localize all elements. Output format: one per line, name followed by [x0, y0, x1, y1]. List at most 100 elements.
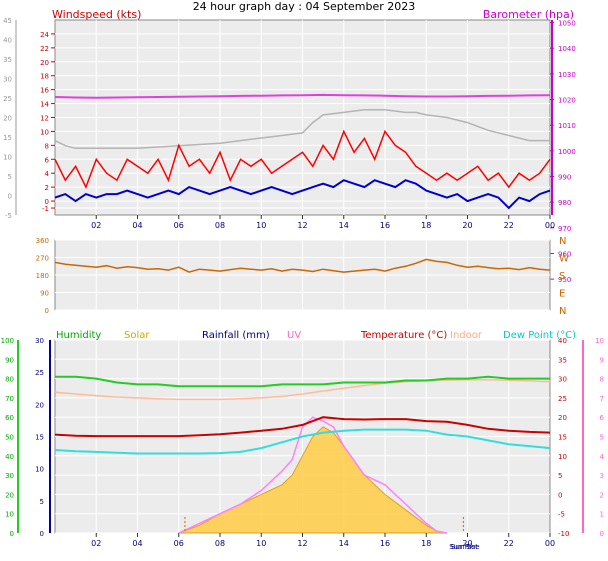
uv-tick-label: 1: [600, 511, 604, 519]
panel3-x-tick-label: 08: [215, 539, 225, 548]
wind-outer-tick-label: 10: [3, 154, 12, 162]
panel3-legend-label: Temperature (°C): [360, 330, 447, 341]
wind-x-tick-label: 14: [339, 221, 349, 230]
humidity-tick-label: 70: [5, 395, 14, 403]
wind-axis-tick-label: 12: [40, 115, 49, 123]
wind-axis-tick-label: 8: [45, 142, 49, 150]
compass-label: N: [559, 236, 566, 247]
baro-axis-tick-label: 970: [558, 225, 571, 233]
wind-axis-tick-label: 22: [40, 45, 49, 53]
baro-axis-tick-label: 960: [558, 250, 571, 258]
sunset-label: Sun Set: [451, 543, 478, 551]
panel3-x-tick-label: 02: [91, 539, 101, 548]
temperature-tick-label: 0: [558, 491, 562, 499]
compass-label: W: [559, 254, 569, 265]
panel3-x-tick-label: 00: [545, 539, 555, 548]
wind-axis-tick-label: 4: [45, 170, 50, 178]
baro-axis-tick-label: 990: [558, 174, 571, 182]
rain-tick-label: 15: [35, 434, 44, 442]
baro-axis-tick-label: 950: [558, 276, 571, 284]
compass-label: E: [559, 289, 565, 300]
uv-tick-label: 8: [600, 376, 604, 384]
wind-x-tick-label: 12: [297, 221, 307, 230]
rain-tick-label: 30: [35, 337, 44, 345]
wind-outer-tick-label: 20: [3, 115, 12, 123]
wind-axis-tick-label: 18: [40, 73, 49, 81]
humidity-tick-label: 40: [5, 453, 14, 461]
humidity-tick-label: 60: [5, 414, 14, 422]
humidity-tick-label: 100: [1, 337, 14, 345]
temperature-tick-label: -10: [558, 530, 569, 538]
panel3-x-tick-label: 14: [339, 539, 349, 548]
baro-axis-tick-label: 1010: [558, 122, 576, 130]
wind-gust-series: [54, 129, 551, 189]
temperature-tick-label: 25: [558, 395, 567, 403]
panel3-legend-label: Indoor: [450, 330, 483, 341]
temperature-tick-label: 15: [558, 434, 567, 442]
rain-tick-label: 25: [35, 369, 44, 377]
wind-x-tick-label: 02: [91, 221, 101, 230]
panel3-x-tick-label: 22: [504, 539, 514, 548]
panel3-x-tick-label: 20: [462, 539, 472, 548]
baro-axis-tick-label: 1050: [558, 20, 576, 28]
temperature-tick-label: -5: [558, 511, 565, 519]
humidity-tick-label: 30: [5, 472, 14, 480]
humidity-tick-label: 80: [5, 376, 14, 384]
uv-tick-label: 0: [600, 530, 604, 538]
temperature-tick-label: 10: [558, 453, 567, 461]
page-title: 24 hour graph day : 04 September 2023: [193, 0, 416, 13]
humidity-tick-label: 50: [5, 434, 14, 442]
baro-axis-tick-label: 1020: [558, 97, 576, 105]
humidity-tick-label: 90: [5, 356, 14, 364]
wind-outer-tick-label: 0: [8, 193, 12, 201]
rain-tick-label: 5: [40, 498, 44, 506]
windspeed-legend: Windspeed (kts): [52, 8, 141, 21]
direction-tick-label: 270: [36, 255, 49, 263]
rain-tick-label: 0: [40, 530, 44, 538]
wind-outer-tick-label: 5: [8, 173, 12, 181]
wind-outer-tick-label: 15: [3, 134, 12, 142]
barometer-legend: Barometer (hpa): [483, 8, 574, 21]
wind-x-tick-label: 06: [174, 221, 184, 230]
panel3-x-tick-label: 12: [297, 539, 307, 548]
temperature-series: [54, 416, 551, 438]
wind-x-tick-label: 10: [256, 221, 266, 230]
uv-tick-label: 9: [600, 356, 604, 364]
uv-tick-label: 7: [600, 395, 604, 403]
rain-tick-label: 20: [35, 401, 44, 409]
wind-outer-tick-label: 25: [3, 95, 12, 103]
direction-tick-label: 0: [45, 307, 49, 315]
baro-axis-tick-label: 980: [558, 199, 571, 207]
uv-tick-label: 2: [600, 491, 604, 499]
panel3-legend-label: UV: [287, 330, 301, 341]
wind-axis-tick-label: 24: [40, 31, 49, 39]
wind-outer-tick-label: 30: [3, 76, 12, 84]
humidity-series: [55, 375, 550, 388]
wind-x-tick-label: 16: [380, 221, 390, 230]
uv-tick-label: 5: [600, 434, 604, 442]
wind-outer-tick-label: 45: [3, 17, 12, 25]
wind-x-tick-label: 20: [462, 221, 472, 230]
rain-tick-label: 10: [35, 466, 44, 474]
direction-tick-label: 90: [40, 290, 49, 298]
humidity-tick-label: 10: [5, 511, 14, 519]
wind-axis-tick-label: 14: [40, 101, 49, 109]
wind-x-tick-label: 18: [421, 221, 431, 230]
panel3-x-tick-label: 18: [421, 539, 431, 548]
uv-tick-label: 4: [600, 453, 605, 461]
direction-tick-label: 360: [36, 237, 49, 245]
direction-tick-label: 180: [36, 272, 49, 280]
temperature-tick-label: 20: [558, 414, 567, 422]
humidity-tick-label: 0: [10, 530, 14, 538]
panel3-x-tick-label: 06: [174, 539, 184, 548]
baro-axis-tick-label: 1000: [558, 148, 576, 156]
wind-direction-series: [54, 258, 551, 273]
wind-axis-tick-label: 0: [45, 198, 49, 206]
uv-tick-label: 3: [600, 472, 604, 480]
compass-label: S: [559, 271, 565, 282]
baro-axis-tick-label: 1040: [558, 45, 576, 53]
uv-tick-label: 6: [600, 414, 605, 422]
panel3-legend-label: Rainfall (mm): [202, 330, 270, 341]
